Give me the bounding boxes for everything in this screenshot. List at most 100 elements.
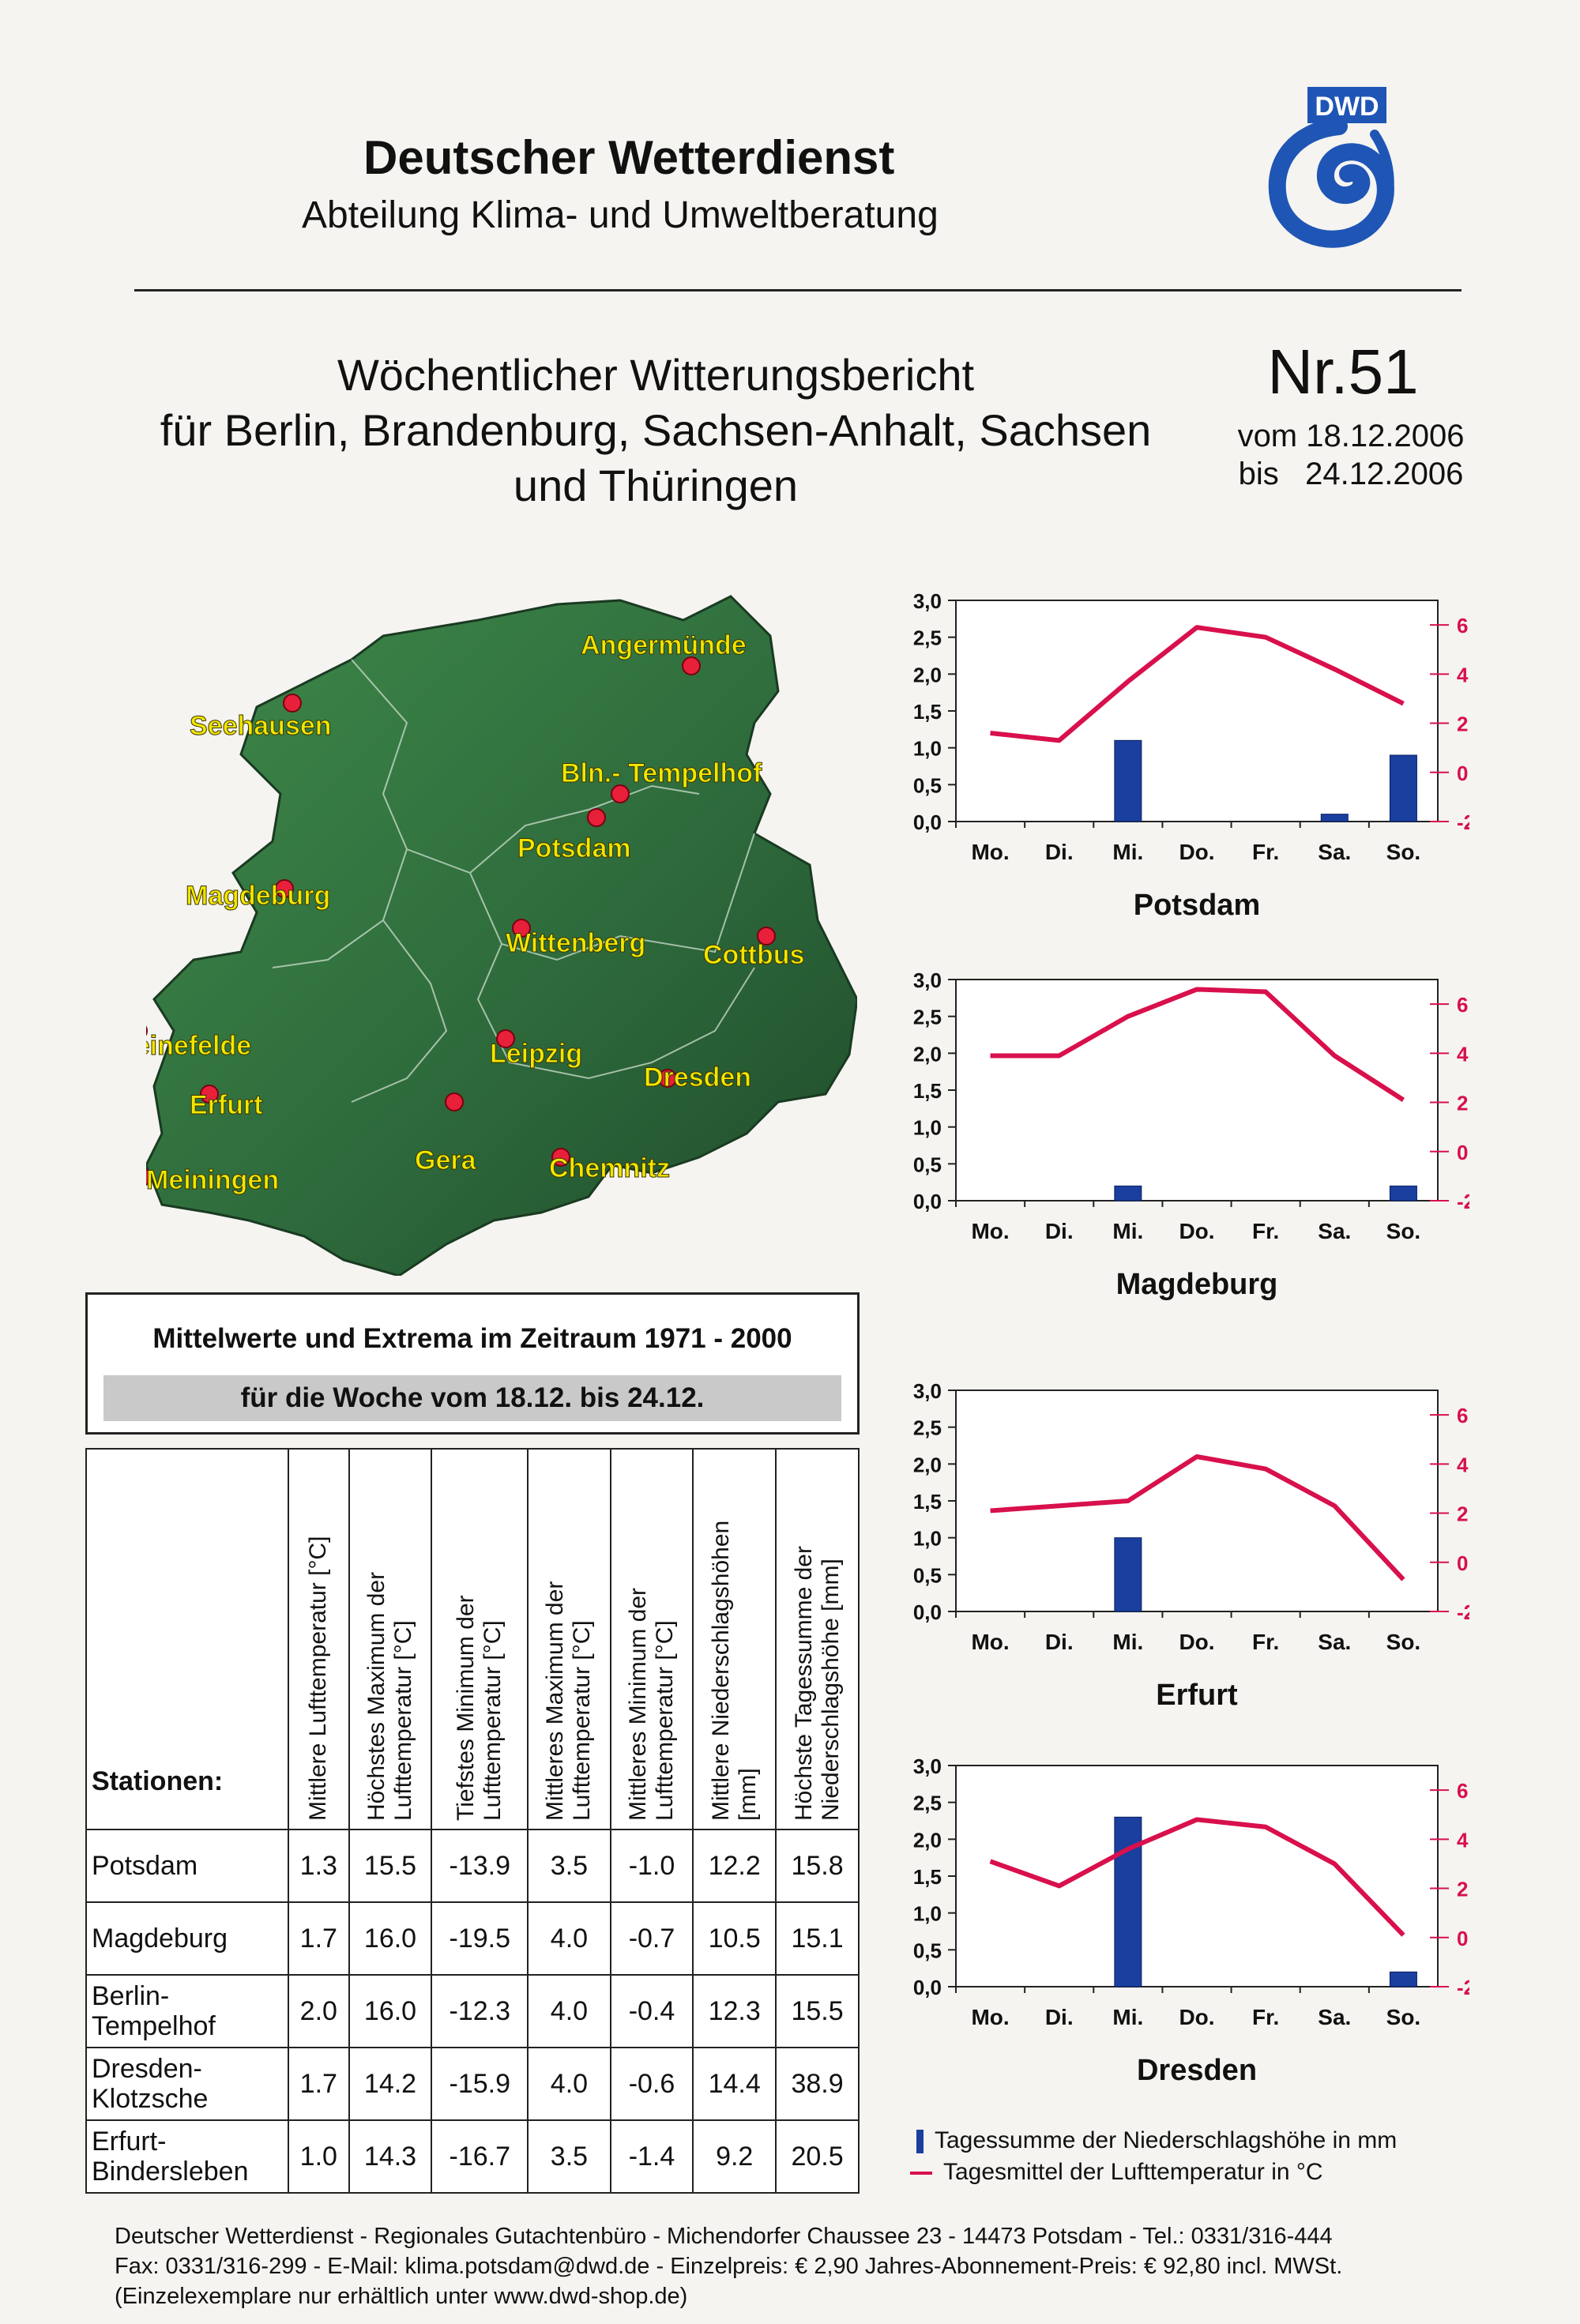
left-tick-label: 0,0 [913, 810, 942, 834]
table-cell: 3.5 [527, 2119, 611, 2194]
station-label: Magdeburg [186, 881, 330, 911]
station-name: Berlin- Tempelhof [85, 1974, 289, 2048]
table-cell: -12.3 [431, 1974, 529, 2048]
station-marker [551, 1148, 570, 1167]
table-cell: 38.9 [775, 2047, 860, 2121]
x-tick-label: Sa. [1318, 2005, 1351, 2029]
x-tick-label: Mo. [971, 840, 1009, 864]
station-marker [512, 919, 531, 938]
right-tick-label: 6,0 [1457, 1404, 1469, 1427]
report-title-line2: für Berlin, Brandenburg, Sachsen-Anhalt,… [160, 405, 1152, 455]
table-row: Magdeburg 1.7 16.0 -19.5 4.0 -0.7 10.5 15.1 [85, 1901, 860, 1976]
right-tick-label: -2,0 [1457, 1190, 1469, 1213]
date-from: vom 18.12.2006 [1237, 419, 1465, 453]
table-row: Dresden- Klotzsche 1.7 14.2 -15.9 4.0 -0.6 14.4… [85, 2047, 860, 2121]
station-marker [283, 694, 302, 713]
right-tick-label: -2,0 [1457, 1976, 1469, 1999]
right-tick-label: 6,0 [1457, 614, 1469, 637]
right-tick-label: 4,0 [1457, 663, 1469, 686]
station-label: Leipzig [490, 1039, 582, 1069]
right-tick-label: 4,0 [1457, 1453, 1469, 1476]
right-tick-label: 0,0 [1457, 1551, 1469, 1575]
left-tick-label: 1,0 [913, 1116, 942, 1140]
left-tick-label: 2,0 [913, 1042, 942, 1066]
station-marker [445, 1092, 464, 1111]
table-cell: 14.3 [348, 2119, 433, 2194]
left-tick-label: 0,0 [913, 1976, 942, 1999]
left-tick-label: 0,5 [913, 1153, 942, 1176]
left-tick-label: 2,0 [913, 1828, 942, 1852]
table-cell: -13.9 [431, 1829, 529, 1903]
precip-bar [1114, 1185, 1142, 1201]
x-tick-label: Sa. [1318, 1219, 1351, 1243]
right-tick-label: 6,0 [1457, 993, 1469, 1017]
precip-bar [1114, 1537, 1142, 1612]
legend-temp: Tagesmittel der Lufttemperatur in °C [910, 2157, 1397, 2188]
climatology-title: Mittelwerte und Extrema im Zeitraum 1971… [152, 1323, 792, 1354]
station-marker [611, 784, 630, 803]
climatology-table: Stationen: Mittlere Lufttemperatur [°C] … [85, 1448, 860, 2194]
left-tick-label: 1,5 [913, 1079, 942, 1103]
left-tick-label: 3,0 [913, 968, 942, 992]
station-label: Erfurt [190, 1090, 263, 1120]
left-tick-label: 0,0 [913, 1190, 942, 1213]
station-name: Dresden- Klotzsche [85, 2047, 289, 2121]
legend-bar-swatch [916, 2130, 924, 2154]
date-range: vom 18.12.2006 bis 24.12.2006 [1217, 417, 1485, 493]
x-tick-label: So. [1386, 1630, 1421, 1654]
station-name: Erfurt- Bindersleben [85, 2119, 289, 2194]
footer-address: Deutscher Wetterdienst - Regionales Guta… [115, 2224, 1333, 2249]
station-label: Seehausen [190, 711, 332, 741]
left-tick-label: 0,5 [913, 1563, 942, 1587]
logo-text: DWD [1315, 92, 1379, 122]
table-cell: 1.7 [288, 1901, 350, 1976]
chart-magdeburg: 3,0 2,5 2,0 1,5 1,0 0,5 0,0 6,0 4,0 2,0 0,0 -2,0 Mo.… [913, 968, 1469, 1301]
precip-bar [1114, 739, 1142, 822]
right-tick-label: 0,0 [1457, 1927, 1469, 1950]
station-label: Gera [415, 1145, 477, 1175]
x-tick-label: Do. [1179, 1630, 1214, 1654]
left-tick-label: 2,5 [913, 1792, 942, 1815]
col-header: Mittleres Minimum der Lufttemperatur [°C… [609, 1448, 694, 1830]
table-header-row: Stationen: Mittlere Lufttemperatur [°C] … [85, 1448, 860, 1830]
table-cell: 14.2 [348, 2047, 433, 2121]
table-cell: 15.8 [775, 1829, 860, 1903]
x-tick-label: Sa. [1318, 840, 1351, 864]
table-cell: -19.5 [431, 1901, 529, 1976]
right-tick-label: 6,0 [1457, 1779, 1469, 1803]
department-subtitle: Abteilung Klima- und Umweltberatung [302, 194, 939, 236]
x-tick-label: So. [1386, 840, 1421, 864]
table-cell: -0.7 [609, 1901, 694, 1976]
x-tick-label: Do. [1179, 2005, 1214, 2029]
left-tick-label: 0,5 [913, 773, 942, 797]
station-name: Potsdam [85, 1829, 289, 1903]
table-cell: -1.4 [609, 2119, 694, 2194]
chart-potsdam: 3,0 2,5 2,0 1,5 1,0 0,5 0,0 6,0 4,0 2,0 0,0 -2,0 Mo.… [913, 589, 1469, 922]
chart-title: Erfurt [1156, 1679, 1238, 1712]
left-tick-label: 2,0 [913, 1453, 942, 1476]
plot-area [955, 979, 1439, 1201]
x-tick-label: Mi. [1112, 840, 1143, 864]
table-cell: 3.5 [527, 1829, 611, 1903]
col-header: Mittlere Niederschlagshöhen [mm] [692, 1448, 777, 1830]
station-marker [200, 1085, 219, 1104]
precip-bar [1389, 1185, 1417, 1201]
table-cell: 9.2 [692, 2119, 777, 2194]
left-tick-label: 2,5 [913, 1416, 942, 1440]
right-tick-label: 2,0 [1457, 1878, 1469, 1901]
map-landmass [146, 595, 857, 1276]
left-tick-label: 3,0 [913, 1379, 942, 1403]
org-title: Deutscher Wetterdienst [363, 131, 895, 184]
x-tick-label: Mi. [1112, 1219, 1143, 1243]
temperature-line [990, 1454, 1405, 1581]
legend-line-swatch [910, 2172, 932, 2175]
chart-title: Dresden [1137, 2054, 1257, 2087]
col-header: Höchste Tagessumme der Niederschlagshöhe… [775, 1448, 860, 1830]
footer-contact: Fax: 0331/316-299 - E-Mail: klima.potsda… [115, 2254, 1343, 2279]
left-tick-label: 0,0 [913, 1600, 942, 1624]
station-label: Chemnitz [549, 1153, 670, 1183]
x-tick-label: Fr. [1252, 840, 1279, 864]
station-label: Wittenberg [506, 928, 645, 958]
chart-title: Magdeburg [1116, 1268, 1278, 1301]
table-cell: 12.2 [692, 1829, 777, 1903]
